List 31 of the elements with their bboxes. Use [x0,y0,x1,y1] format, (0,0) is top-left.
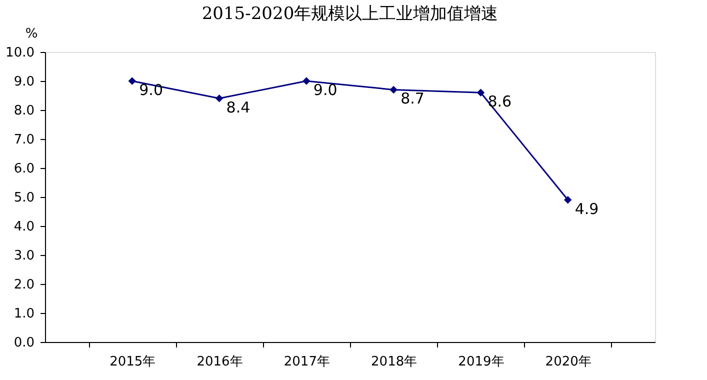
y-tick-label: 5.0 [14,190,34,206]
x-tick-label: 2020年 [545,354,592,370]
y-tick-label: 6.0 [14,162,34,176]
data-label: 9.0 [139,81,163,99]
y-tick-label: 9.0 [14,74,34,90]
y-tick-label: 10.0 [6,46,34,60]
point [215,94,224,102]
y-tick-label: 8.0 [14,104,34,118]
x-tick-label: 2018年 [371,354,418,370]
point [564,196,572,204]
point [390,86,398,94]
data-label: 9.0 [313,81,338,99]
point [302,77,310,85]
y-tick-label: 0.0 [14,336,34,350]
chart-title: 2015-2020年规模以上工业增加值增速 [202,4,498,24]
x-tick-label: 2019年 [458,354,504,370]
data-label: 8.4 [226,98,250,116]
x-tick-label: 2017年 [284,354,330,370]
data-label: 8.6 [488,92,512,111]
x-tick-label: 2015年 [110,354,156,370]
x-tick-label: 2016年 [196,354,243,370]
data-label: 4.9 [574,200,599,218]
y-tick-label: 2.0 [14,278,34,292]
y-tick-label: 1.0 [14,306,34,322]
point [476,88,485,96]
y-tick-label: 3.0 [14,248,34,264]
point [128,77,136,85]
data-label: 8.7 [400,90,424,108]
y-axis-title: % [25,26,38,42]
y-tick-label: 4.0 [14,220,34,234]
y-tick-label: 7.0 [14,132,34,148]
